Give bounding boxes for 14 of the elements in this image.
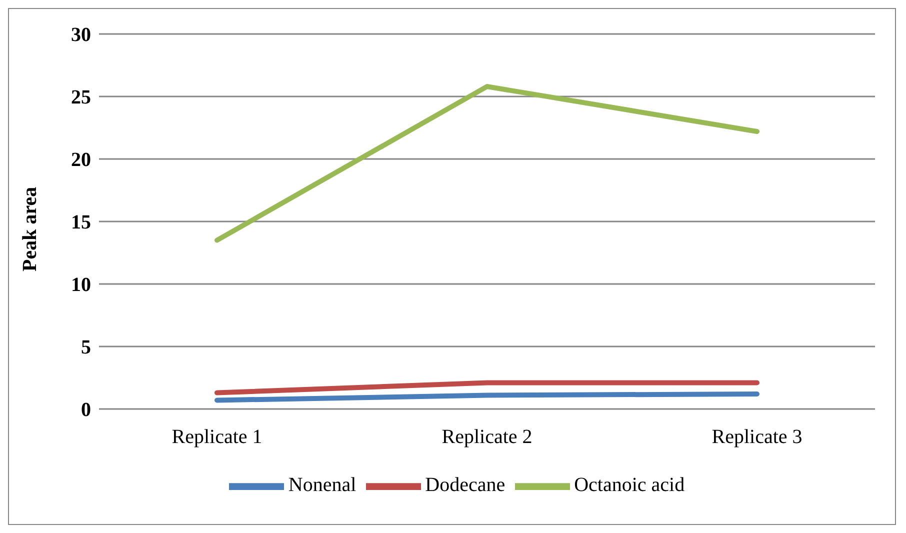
- legend-label: Octanoic acid: [574, 474, 685, 496]
- x-tick-label: Replicate 1: [172, 426, 262, 448]
- y-tick-label: 30: [71, 24, 91, 46]
- y-tick-label: 5: [81, 336, 91, 359]
- x-tick-label: Replicate 3: [712, 426, 802, 448]
- y-tick-label: 10: [71, 274, 91, 296]
- x-tick-label: Replicate 2: [442, 426, 532, 448]
- y-tick-label: 15: [71, 212, 91, 234]
- legend-label: Dodecane: [425, 474, 506, 496]
- y-axis-title: Peak area: [19, 186, 42, 272]
- y-tick-label: 25: [71, 86, 91, 109]
- y-tick-label: 20: [71, 149, 91, 172]
- y-tick-label: 0: [81, 399, 91, 422]
- legend-label: Nonenal: [288, 474, 356, 496]
